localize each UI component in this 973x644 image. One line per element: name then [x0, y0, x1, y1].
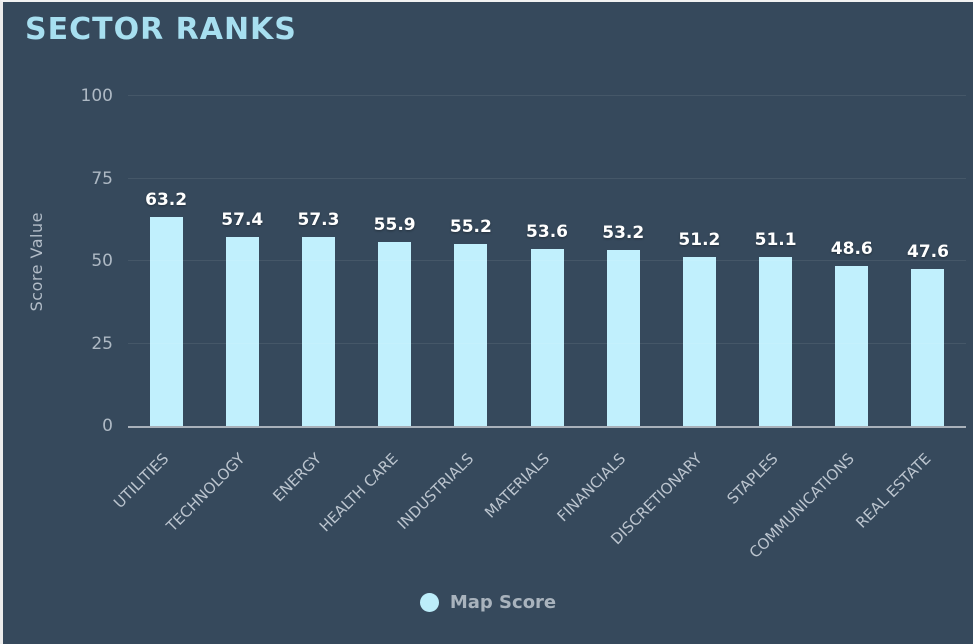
- bar-slot: 55.9: [357, 96, 433, 426]
- bar-slot: 55.2: [433, 96, 509, 426]
- bar-discretionary[interactable]: [682, 257, 716, 426]
- bar-value-label: 48.6: [830, 238, 873, 259]
- bar-value-label: 63.2: [145, 190, 188, 211]
- bar-slot: 48.6: [814, 96, 890, 426]
- bar-value-label: 51.1: [754, 230, 797, 251]
- bar-slot: 57.4: [204, 96, 280, 426]
- bar-health-care[interactable]: [378, 241, 412, 426]
- bar-slot: 51.2: [661, 96, 737, 426]
- y-tick-label: 100: [80, 86, 113, 106]
- bar-value-label: 53.2: [602, 223, 645, 244]
- x-axis-label: UTILITIES: [110, 449, 173, 512]
- bar-value-label: 47.6: [906, 241, 949, 262]
- x-slot: REAL ESTATE: [852, 433, 966, 568]
- y-tick-label: 50: [91, 251, 113, 271]
- gridline: [128, 260, 966, 261]
- y-tick-label: 25: [91, 333, 113, 354]
- x-axis: UTILITIES TECHNOLOGY ENERGY HEALTH CARE INDU…: [110, 433, 966, 568]
- bar-value-label: 57.3: [297, 209, 340, 230]
- bar-real-estate[interactable]: [911, 268, 945, 426]
- bar-utilities[interactable]: [149, 217, 183, 426]
- bar-technology[interactable]: [225, 236, 259, 426]
- gridline: [128, 342, 966, 344]
- x-slot: DISCRETIONARY: [607, 433, 737, 568]
- bar-slot: 63.2: [128, 96, 204, 426]
- bar-materials[interactable]: [530, 249, 564, 426]
- bar-slot: 53.2: [585, 96, 661, 426]
- bar-value-label: 57.4: [221, 209, 264, 230]
- bar-value-label: 55.2: [449, 216, 492, 237]
- bar-slot: 51.1: [738, 96, 814, 426]
- bar-slot: 57.3: [280, 96, 356, 426]
- bar-value-label: 53.6: [526, 222, 568, 243]
- gridline: [128, 177, 966, 179]
- bar-communications[interactable]: [835, 265, 869, 426]
- y-tick-label: 0: [102, 416, 113, 436]
- bar-industrials[interactable]: [454, 243, 488, 426]
- bar-value-label: 55.9: [373, 214, 416, 235]
- bar-value-label: 51.2: [678, 230, 721, 251]
- bar-staples[interactable]: [759, 257, 793, 426]
- bar-financials[interactable]: [606, 250, 640, 426]
- legend-item-map-score[interactable]: Map Score: [419, 592, 557, 613]
- y-tick-label: 75: [91, 168, 113, 189]
- legend-swatch-icon: [419, 593, 439, 612]
- y-axis: 0 25 50 75 100: [3, 86, 113, 436]
- bar-slot: 53.6: [509, 96, 585, 426]
- legend-label: Map Score: [449, 592, 557, 613]
- bars-row: 63.2 57.4 57.3 55.9 55.2 53.6 53.2 51.2 51.1 48.6…: [128, 96, 966, 426]
- x-slot: TECHNOLOGY: [163, 433, 280, 568]
- legend: Map Score: [3, 592, 973, 613]
- bar-energy[interactable]: [301, 236, 335, 426]
- gridline: [128, 95, 966, 96]
- page-title: SECTOR RANKS: [25, 12, 297, 47]
- bar-slot: 47.6: [890, 96, 966, 426]
- plot-area: 63.2 57.4 57.3 55.9 55.2 53.6 53.2 51.2 51.1 48.6…: [128, 95, 966, 428]
